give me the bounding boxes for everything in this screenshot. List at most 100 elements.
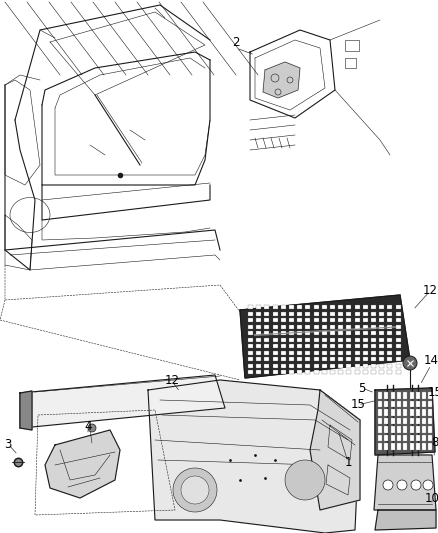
Bar [396,351,401,354]
Bar [248,364,253,367]
Polygon shape [45,430,120,498]
Bar [314,331,318,335]
Bar [355,364,360,367]
Bar [371,305,376,309]
Bar [363,364,368,367]
Bar [346,318,351,322]
Bar [330,318,335,322]
Bar [338,344,343,348]
Bar [272,305,278,309]
Bar [396,364,401,367]
Bar [396,357,401,361]
Bar [272,325,278,328]
Polygon shape [375,388,435,455]
Bar [289,325,294,328]
Bar [355,305,360,309]
Bar [384,409,389,416]
Bar [387,337,392,342]
Text: 15: 15 [350,399,365,411]
Bar [272,331,278,335]
Bar [387,357,392,361]
Bar [355,351,360,354]
Bar [428,426,432,432]
Bar [416,400,420,407]
Bar [322,364,327,367]
Bar [256,357,261,361]
Bar [305,370,311,374]
Bar [330,311,335,316]
Bar [322,311,327,316]
Bar [363,344,368,348]
Bar [314,325,318,328]
Bar [397,434,401,441]
Bar [403,392,407,399]
Bar [289,351,294,354]
Bar [256,311,261,316]
Bar [330,305,335,309]
Bar [428,443,432,449]
Bar [281,311,286,316]
Bar [289,311,294,316]
Bar [371,364,376,367]
Bar [305,357,311,361]
Bar [403,443,407,449]
Bar [379,331,384,335]
Bar [248,344,253,348]
Bar [322,370,327,374]
Bar [297,311,302,316]
Bar [346,325,351,328]
Circle shape [88,424,96,432]
Bar [391,417,395,424]
Bar [289,370,294,374]
Text: 2: 2 [232,36,240,49]
Bar [265,344,269,348]
Bar [297,357,302,361]
Bar [314,344,318,348]
Bar [330,364,335,367]
Bar [371,357,376,361]
Bar [338,331,343,335]
Text: 3: 3 [4,438,12,450]
Circle shape [285,460,325,500]
Bar [371,344,376,348]
Bar [281,344,286,348]
Bar [281,305,286,309]
Bar [355,370,360,374]
Bar [330,351,335,354]
Bar [346,351,351,354]
Bar [256,305,261,309]
Circle shape [383,480,393,490]
Bar [297,318,302,322]
Bar [248,325,253,328]
Polygon shape [310,390,360,510]
Bar [416,426,420,432]
Bar [256,325,261,328]
Bar [378,392,382,399]
Bar [384,434,389,441]
Bar [422,409,426,416]
Bar [355,311,360,316]
Bar [391,434,395,441]
Bar [314,351,318,354]
Bar [379,325,384,328]
Bar [378,417,382,424]
Bar [272,357,278,361]
Polygon shape [148,380,360,533]
Bar [281,357,286,361]
Bar [378,400,382,407]
Bar [330,357,335,361]
Bar [330,331,335,335]
Bar [387,318,392,322]
Bar [410,409,413,416]
Bar [338,370,343,374]
Bar [265,318,269,322]
Bar [322,351,327,354]
Bar [363,305,368,309]
Bar [330,337,335,342]
Bar [305,364,311,367]
Bar [346,370,351,374]
Bar [248,331,253,335]
Bar [297,325,302,328]
Bar [314,337,318,342]
Bar [396,311,401,316]
